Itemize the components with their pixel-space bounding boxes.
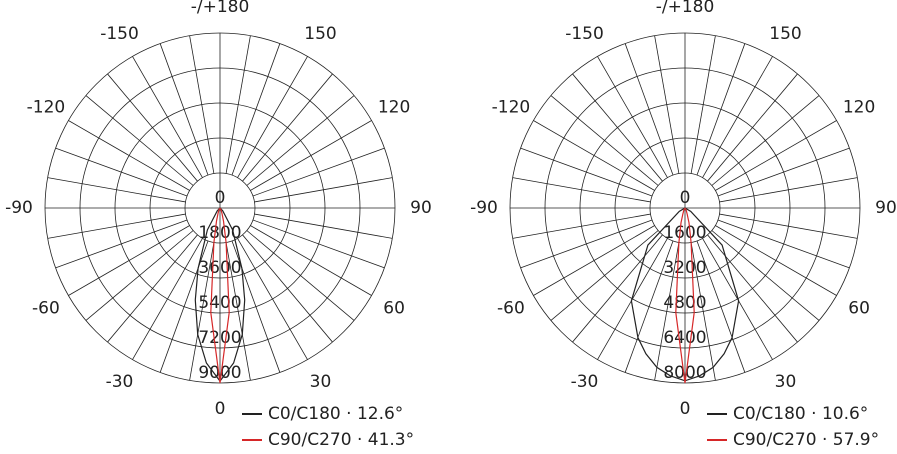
grid-circle (184, 172, 256, 244)
angle-tick-label: 120 (378, 98, 410, 118)
angle-tick-label: 60 (848, 299, 870, 319)
r-tick-label: 9000 (198, 363, 241, 383)
angle-tick-label: -90 (5, 198, 33, 218)
angle-tick-label: -90 (470, 198, 498, 218)
r-tick-label: 1600 (663, 223, 706, 243)
angle-tick-label: -150 (100, 24, 139, 44)
r-tick-label: 3600 (198, 258, 241, 278)
angle-tick-label: -150 (565, 24, 604, 44)
grid-circle (614, 137, 756, 279)
angle-tick-label: 30 (775, 372, 797, 392)
angle-tick-label: 60 (383, 299, 405, 319)
angle-tick-label: -/+180 (191, 0, 250, 17)
angle-tick-label: 90 (875, 198, 897, 218)
angle-tick-label: -/+180 (656, 0, 715, 17)
r-tick-label: 4800 (663, 293, 706, 313)
legend-label: C90/C270 · 41.3° (268, 430, 414, 450)
r-tick-label: 7200 (198, 328, 241, 348)
grid-circle (579, 102, 791, 314)
angle-tick-label: 0 (215, 399, 226, 419)
angle-tick-label: -30 (571, 372, 599, 392)
legend-label: C0/C180 · 12.6° (268, 404, 403, 424)
legend-label: C90/C270 · 57.9° (733, 430, 879, 450)
grid-circle (149, 137, 291, 279)
grid-circle (544, 67, 826, 349)
r-tick-label: 1800 (198, 223, 241, 243)
angle-tick-label: 150 (769, 24, 801, 44)
intensity-curve (210, 207, 230, 384)
r-tick-label: 0 (215, 188, 226, 208)
angle-tick-label: 120 (843, 98, 875, 118)
angle-tick-label: -30 (106, 372, 134, 392)
angle-tick-label: -120 (27, 98, 66, 118)
angle-tick-label: 90 (410, 198, 432, 218)
r-tick-label: 0 (680, 188, 691, 208)
grid-circle (649, 172, 721, 244)
angle-tick-label: -120 (492, 98, 531, 118)
grid-circle (79, 67, 361, 349)
legend-label: C0/C180 · 10.6° (733, 404, 868, 424)
grid-circle (114, 102, 326, 314)
r-tick-label: 6400 (663, 328, 706, 348)
intensity-curve (675, 207, 695, 384)
angle-tick-label: -60 (32, 299, 60, 319)
angle-tick-label: 150 (304, 24, 336, 44)
r-tick-label: 3200 (663, 258, 706, 278)
angle-tick-label: 30 (310, 372, 332, 392)
angle-tick-label: -60 (497, 299, 525, 319)
r-tick-label: 5400 (198, 293, 241, 313)
r-tick-label: 8000 (663, 363, 706, 383)
angle-tick-label: 0 (680, 399, 691, 419)
